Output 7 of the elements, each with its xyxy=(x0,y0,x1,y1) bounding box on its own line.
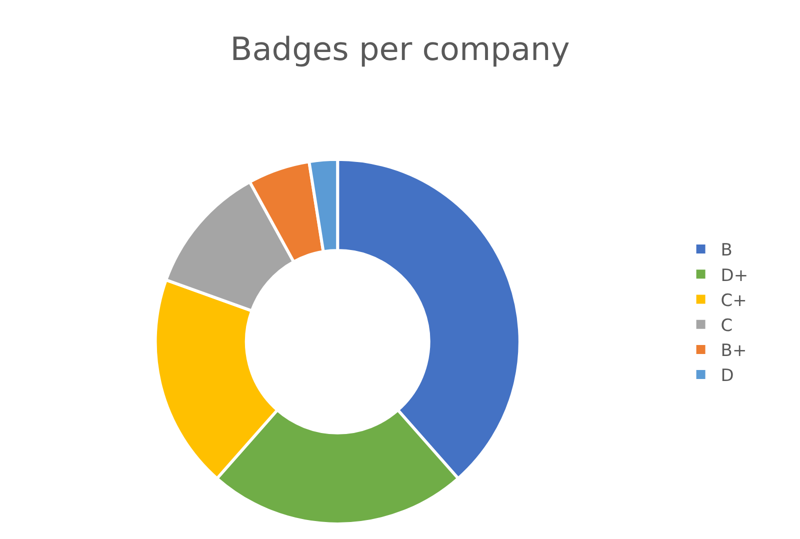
chart-title: Badges per company xyxy=(230,30,570,68)
legend-label: B+ xyxy=(720,341,747,362)
legend-label: C xyxy=(720,316,733,336)
legend-label: D xyxy=(720,366,734,386)
legend-label: C+ xyxy=(720,290,747,311)
legend-label: D+ xyxy=(720,266,748,286)
legend-label: B xyxy=(720,240,732,261)
